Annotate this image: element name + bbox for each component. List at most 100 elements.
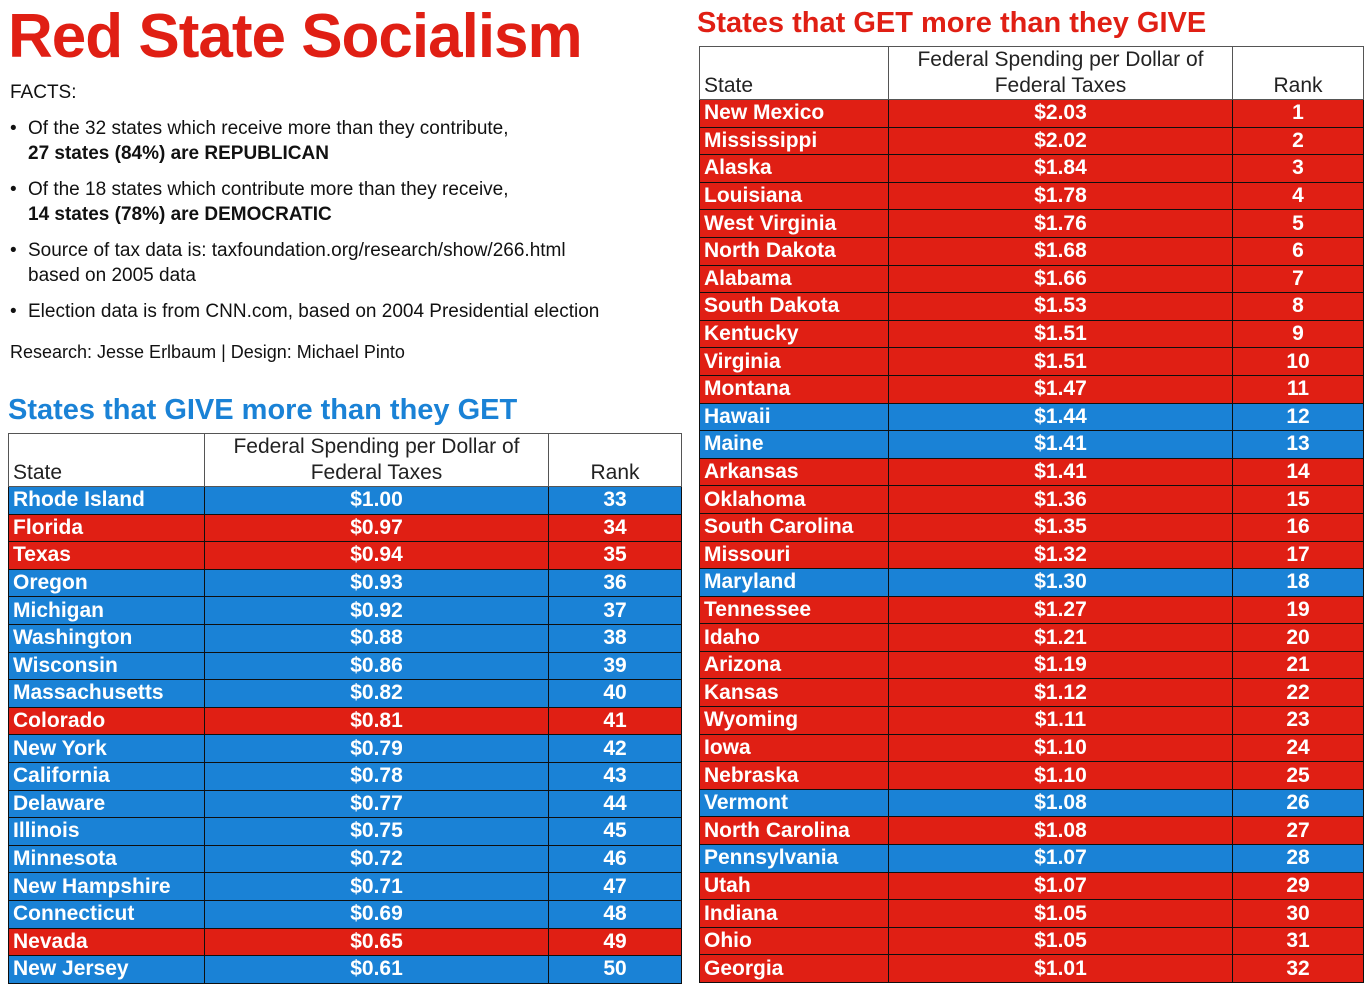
table-row: Virginia $1.51 10 — [699, 347, 1364, 376]
cell-state: Hawaii — [699, 402, 889, 432]
cell-federal-spending: $1.53 — [888, 292, 1233, 321]
cell-state: Kentucky — [699, 319, 889, 349]
cell-state: Alabama — [699, 264, 889, 294]
table-row: North Dakota $1.68 6 — [699, 236, 1364, 266]
cell-federal-spending: $0.75 — [204, 817, 549, 846]
cell-rank: 28 — [1232, 844, 1364, 873]
table-row: South Carolina $1.35 16 — [699, 512, 1364, 542]
cell-state: Indiana — [699, 899, 889, 928]
table-row: Pennsylvania $1.07 28 — [699, 844, 1364, 873]
cell-federal-spending: $1.05 — [888, 926, 1233, 956]
cell-federal-spending: $1.51 — [888, 319, 1233, 349]
cell-state: California — [8, 761, 205, 791]
cell-state: Texas — [8, 541, 205, 570]
table-row: Hawaii $1.44 12 — [699, 402, 1364, 432]
cell-federal-spending: $1.41 — [888, 457, 1233, 487]
cell-federal-spending: $1.76 — [888, 209, 1233, 238]
table-header-row: State Federal Spending per Dollar of Fed… — [8, 433, 682, 487]
table-row: Indiana $1.05 30 — [699, 899, 1364, 928]
get-section-title: States that GET more than they GIVE — [697, 7, 1207, 39]
fact-text: Source of tax data is: taxfoundation.org… — [28, 240, 566, 261]
cell-state: Arkansas — [699, 457, 889, 487]
table-row: Oklahoma $1.36 15 — [699, 485, 1364, 514]
cell-rank: 22 — [1232, 678, 1364, 708]
cell-state: Delaware — [8, 789, 205, 819]
cell-federal-spending: $0.93 — [204, 568, 549, 598]
table-row: Florida $0.97 34 — [8, 513, 682, 543]
cell-federal-spending: $1.27 — [888, 595, 1233, 625]
cell-state: Louisiana — [699, 181, 889, 211]
cell-federal-spending: $1.10 — [888, 761, 1233, 790]
table-header-row: State Federal Spending per Dollar of Fed… — [699, 46, 1364, 100]
cell-state: Minnesota — [8, 844, 205, 874]
fact-text-continued: based on 2005 data — [28, 265, 196, 286]
cell-federal-spending: $1.10 — [888, 733, 1233, 763]
cell-federal-spending: $0.86 — [204, 651, 549, 681]
cell-state: Vermont — [699, 788, 889, 818]
cell-federal-spending: $1.36 — [888, 485, 1233, 514]
table-row: Connecticut $0.69 48 — [8, 899, 682, 929]
table-row: Washington $0.88 38 — [8, 623, 682, 653]
column-header-rank: Rank — [548, 433, 682, 487]
cell-federal-spending: $1.32 — [888, 540, 1233, 570]
cell-rank: 9 — [1232, 319, 1364, 349]
cell-state: Idaho — [699, 623, 889, 652]
cell-rank: 26 — [1232, 788, 1364, 818]
cell-federal-spending: $0.88 — [204, 623, 549, 653]
cell-rank: 50 — [548, 955, 682, 984]
table-row: Utah $1.07 29 — [699, 871, 1364, 901]
cell-rank: 17 — [1232, 540, 1364, 570]
table-row: Arizona $1.19 21 — [699, 650, 1364, 680]
fact-item: • Source of tax data is: taxfoundation.or… — [10, 238, 566, 288]
fact-text: Election data is from CNN.com, based on … — [28, 301, 600, 322]
cell-federal-spending: $1.35 — [888, 512, 1233, 542]
table-row: North Carolina $1.08 27 — [699, 816, 1364, 846]
cell-federal-spending: $2.03 — [888, 99, 1233, 128]
cell-state: Iowa — [699, 733, 889, 763]
cell-rank: 1 — [1232, 99, 1364, 128]
cell-rank: 31 — [1232, 926, 1364, 956]
cell-federal-spending: $1.05 — [888, 899, 1233, 928]
cell-state: New Mexico — [699, 99, 889, 128]
cell-federal-spending: $0.79 — [204, 734, 549, 763]
cell-state: Georgia — [699, 954, 889, 983]
cell-state: Connecticut — [8, 899, 205, 929]
cell-rank: 48 — [548, 899, 682, 929]
cell-state: Oklahoma — [699, 485, 889, 514]
cell-rank: 18 — [1232, 568, 1364, 597]
cell-state: Washington — [8, 623, 205, 653]
cell-rank: 36 — [548, 568, 682, 598]
give-table: State Federal Spending per Dollar of Fed… — [8, 433, 682, 984]
cell-federal-spending: $0.65 — [204, 927, 549, 957]
cell-state: Alaska — [699, 154, 889, 183]
get-table: State Federal Spending per Dollar of Fed… — [699, 46, 1364, 983]
cell-state: Nevada — [8, 927, 205, 957]
cell-state: Nebraska — [699, 761, 889, 790]
bullet-icon: • — [10, 301, 17, 322]
cell-rank: 21 — [1232, 650, 1364, 680]
cell-rank: 33 — [548, 486, 682, 515]
cell-federal-spending: $2.02 — [888, 126, 1233, 156]
cell-state: Tennessee — [699, 595, 889, 625]
cell-rank: 49 — [548, 927, 682, 957]
cell-state: Massachusetts — [8, 679, 205, 708]
cell-state: South Carolina — [699, 512, 889, 542]
column-header-federal-spending: Federal Spending per Dollar of Federal T… — [888, 46, 1233, 100]
header-line: Federal Taxes — [310, 461, 443, 484]
column-header-state: State — [699, 46, 889, 100]
table-row: New Jersey $0.61 50 — [8, 955, 682, 984]
cell-federal-spending: $1.00 — [204, 486, 549, 515]
cell-state: Illinois — [8, 817, 205, 846]
cell-state: Kansas — [699, 678, 889, 708]
cell-rank: 6 — [1232, 236, 1364, 266]
cell-rank: 42 — [548, 734, 682, 763]
cell-rank: 19 — [1232, 595, 1364, 625]
table-row: Michigan $0.92 37 — [8, 596, 682, 625]
cell-rank: 25 — [1232, 761, 1364, 790]
cell-federal-spending: $1.21 — [888, 623, 1233, 652]
table-row: New York $0.79 42 — [8, 734, 682, 763]
bullet-icon: • — [10, 240, 17, 261]
cell-rank: 2 — [1232, 126, 1364, 156]
cell-rank: 4 — [1232, 181, 1364, 211]
column-header-rank: Rank — [1232, 46, 1364, 100]
